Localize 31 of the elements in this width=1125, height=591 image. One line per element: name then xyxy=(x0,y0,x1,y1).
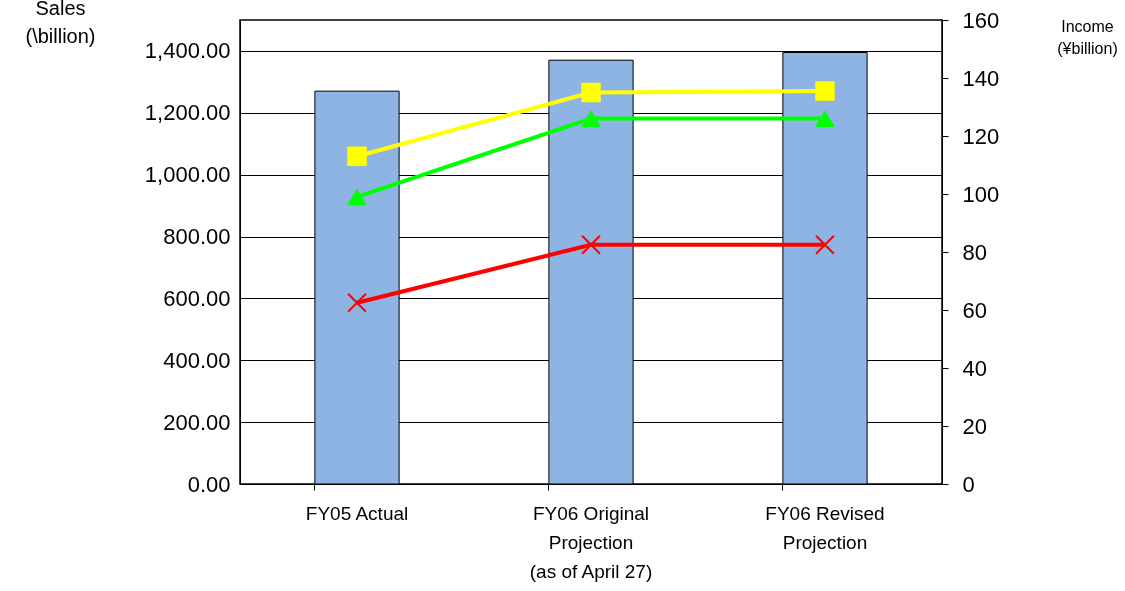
y2-tick-label: 160 xyxy=(962,7,1000,33)
y-tick-label: 800.00 xyxy=(163,224,231,250)
y2-tick-label: 20 xyxy=(962,413,987,439)
y-axis-title: Sales (\billion) xyxy=(25,0,96,47)
y2-tick-label: 100 xyxy=(962,181,1000,207)
y2-tick-label: 80 xyxy=(962,239,987,265)
y2-tick-label: 120 xyxy=(962,123,1000,149)
x-tick-label: FY06 Revised Projection xyxy=(765,502,885,553)
y2-tick-label: 0 xyxy=(962,471,975,497)
y2-tick-label: 40 xyxy=(962,355,987,381)
x-tick-label: FY06 Original Projection (as of April 27) xyxy=(529,502,653,582)
point xyxy=(581,234,601,255)
point xyxy=(347,188,367,206)
point xyxy=(581,110,601,128)
y2-axis-title: Income (¥billion) xyxy=(1057,17,1118,57)
point xyxy=(815,234,835,255)
y-tick-label: 600.00 xyxy=(163,285,231,311)
point xyxy=(347,292,367,313)
x-tick-label: FY05 Actual xyxy=(305,502,409,524)
y2-tick-label: 60 xyxy=(962,297,987,323)
point xyxy=(347,146,367,167)
y-tick-label: 1,400.00 xyxy=(144,38,231,64)
point xyxy=(581,82,601,103)
point xyxy=(815,81,835,101)
y-tick-label: 1,000.00 xyxy=(144,162,231,188)
y2-tick-label: 140 xyxy=(962,65,1000,91)
y-tick-label: 1,200.00 xyxy=(144,100,231,126)
y-tick-label: 400.00 xyxy=(163,347,231,373)
point xyxy=(815,110,835,128)
y-tick-label: 200.00 xyxy=(163,409,231,435)
y-tick-label: 0.00 xyxy=(187,471,231,497)
